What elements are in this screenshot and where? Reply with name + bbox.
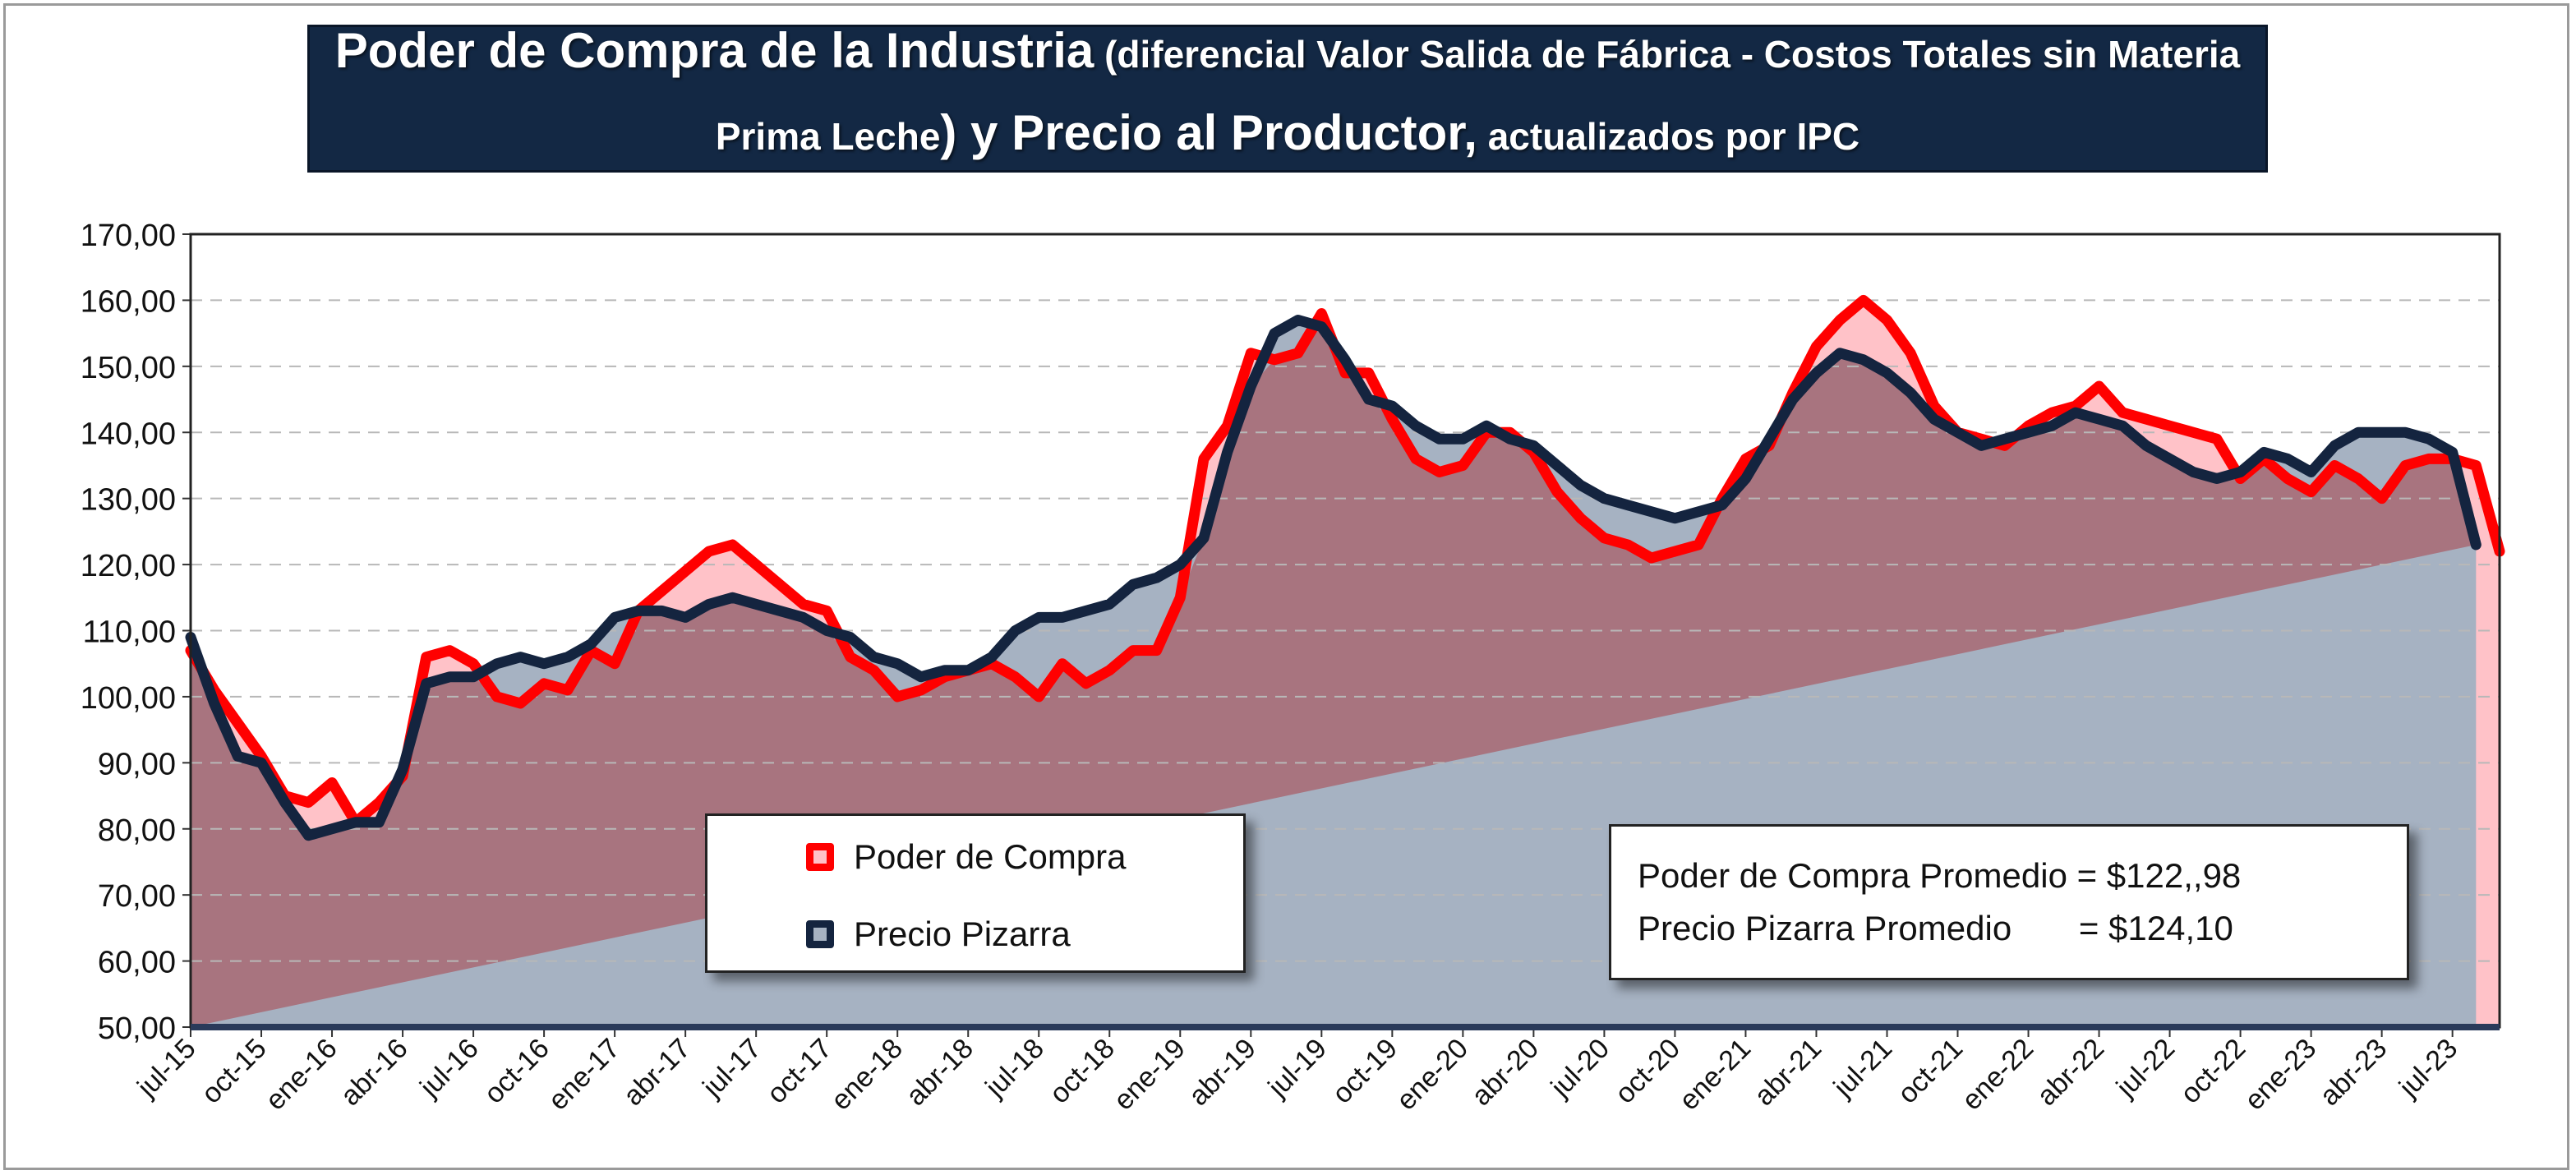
x-tick-label: oct-20 (1609, 1033, 1686, 1110)
y-tick-label: 110,00 (83, 615, 176, 650)
y-tick-label: 50,00 (98, 1011, 176, 1046)
x-tick-label: ene-23 (2239, 1033, 2323, 1117)
title-main-2: ) y Precio al Productor, (940, 105, 1477, 160)
x-tick-label: ene-16 (260, 1033, 343, 1117)
chart-title-box: Poder de Compra de la Industria (diferen… (307, 23, 2268, 173)
x-tick-label: abr-18 (901, 1033, 979, 1112)
legend-item-pizarra: Precio Pizarra (806, 910, 1071, 959)
y-tick-label: 150,00 (81, 351, 176, 385)
title-line-1: Poder de Compra de la Industria (diferen… (310, 16, 2265, 99)
x-tick-label: ene-20 (1390, 1033, 1474, 1117)
y-tick-label: 70,00 (98, 879, 176, 914)
legend-swatch-pizarra (806, 920, 834, 948)
x-tick-label: jul-20 (1545, 1033, 1615, 1104)
title-suffix: actualizados por IPC (1477, 115, 1860, 158)
title-main: Poder de Compra de la Industria (334, 23, 1094, 78)
title-note-end: Prima Leche (715, 115, 941, 158)
x-tick-label: oct-18 (1044, 1033, 1121, 1110)
y-tick-label: 160,00 (81, 284, 176, 319)
x-tick-label: oct-19 (1326, 1033, 1403, 1110)
x-tick-label: abr-21 (1749, 1033, 1827, 1112)
x-tick-label: oct-16 (478, 1033, 555, 1110)
stat-pizarra-promedio: Precio Pizarra Promedio = $124,10 (1638, 909, 2233, 947)
x-tick-label: abr-23 (2314, 1033, 2393, 1112)
legend-item-poder: Poder de Compra (806, 832, 1127, 882)
y-tick-label: 130,00 (81, 483, 176, 518)
x-tick-label: jul-16 (413, 1033, 484, 1104)
x-tick-label: jul-21 (1827, 1033, 1898, 1104)
x-tick-label: ene-17 (542, 1033, 626, 1117)
x-tick-label: abr-22 (2031, 1033, 2110, 1112)
x-tick-label: ene-18 (825, 1033, 909, 1117)
y-tick-label: 120,00 (81, 549, 176, 583)
y-tick-label: 80,00 (98, 813, 176, 848)
x-tick-label: ene-21 (1673, 1033, 1757, 1117)
y-tick-label: 140,00 (81, 417, 176, 451)
x-tick-label: oct-15 (196, 1033, 273, 1110)
x-tick-label: oct-17 (761, 1033, 838, 1110)
legend: Poder de Compra Precio Pizarra (705, 813, 1246, 973)
stats-box: Poder de Compra Promedio = $122,,98 Prec… (1609, 824, 2409, 980)
x-tick-label: abr-17 (617, 1033, 696, 1112)
x-tick-label: jul-19 (1262, 1033, 1333, 1104)
y-tick-label: 170,00 (81, 219, 176, 253)
x-tick-label: jul-23 (2393, 1033, 2463, 1104)
x-tick-label: ene-22 (1956, 1033, 2039, 1117)
title-note: (diferencial Valor Salida de Fábrica - C… (1094, 33, 2241, 76)
y-tick-label: 100,00 (81, 681, 176, 716)
title-line-2: Prima Leche) y Precio al Productor, actu… (310, 99, 2265, 181)
line-poder-de-compra (185, 294, 2505, 828)
y-tick-label: 60,00 (98, 946, 176, 980)
x-tick-label: jul-22 (2110, 1033, 2181, 1104)
legend-label-poder: Poder de Compra (854, 837, 1127, 876)
x-tick-label: ene-19 (1108, 1033, 1191, 1117)
line-precio-pizarra (185, 315, 2482, 841)
x-tick-label: abr-19 (1183, 1033, 1262, 1112)
stat-poder-promedio: Poder de Compra Promedio = $122,,98 (1638, 856, 2242, 895)
legend-swatch-poder (806, 843, 834, 871)
x-tick-label: abr-16 (334, 1033, 413, 1112)
x-tick-label: oct-22 (2175, 1033, 2252, 1110)
x-tick-label: abr-20 (1466, 1033, 1545, 1112)
y-tick-label: 90,00 (98, 747, 176, 781)
legend-label-pizarra: Precio Pizarra (854, 915, 1071, 953)
x-tick-label: jul-18 (979, 1033, 1050, 1104)
x-tick-label: jul-17 (696, 1033, 767, 1104)
x-tick-label: oct-21 (1892, 1033, 1969, 1110)
